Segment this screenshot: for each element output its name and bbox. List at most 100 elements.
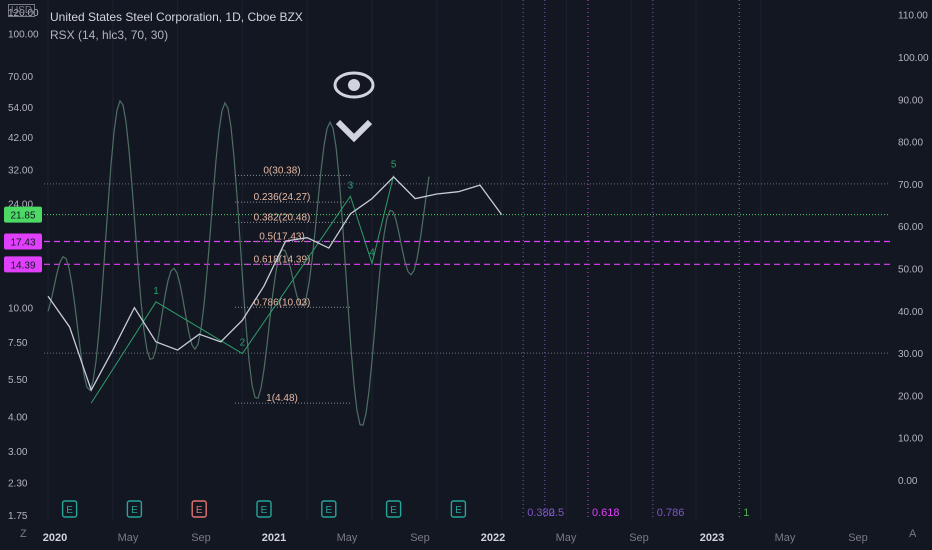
earnings-icon xyxy=(61,500,78,518)
wave-label: 2 xyxy=(240,338,246,349)
time-fib-label: 0.5 xyxy=(549,507,564,519)
time-axis-tick: May xyxy=(337,532,358,544)
left-axis-tick: 1.75 xyxy=(8,511,28,522)
right-axis-tick: 90.00 xyxy=(898,95,923,106)
time-axis-tick: Sep xyxy=(191,532,211,544)
time-fib-label: 0.786 xyxy=(657,507,685,519)
earnings-icon xyxy=(385,500,402,518)
earnings-letter: E xyxy=(131,505,138,516)
price-tags: 21.85 17.43 14.39 xyxy=(4,206,42,273)
earnings-letter: E xyxy=(325,505,332,516)
left-axis-tick: 10.00 xyxy=(8,304,33,315)
fib-level-label: 0(30.38) xyxy=(263,165,300,176)
right-axis-tick: 70.00 xyxy=(898,180,923,191)
left-axis-tick: 32.00 xyxy=(8,165,33,176)
left-axis-tick: 54.00 xyxy=(8,103,33,114)
right-axis-tick: 40.00 xyxy=(898,307,923,318)
eye-marker xyxy=(333,71,375,143)
fib-level-label: 0.786(10.03) xyxy=(254,297,311,308)
right-axis-tick: 30.00 xyxy=(898,349,923,360)
elliott-waves: 1 2 3 4 5 xyxy=(90,159,397,404)
time-axis-tick: 2022 xyxy=(481,532,505,544)
price-tag-label: 21.85 xyxy=(10,211,35,222)
left-axis-tick: 4.00 xyxy=(8,413,28,424)
price-tag-bg xyxy=(4,233,42,250)
wave-label: 3 xyxy=(348,180,354,191)
eye-icon xyxy=(333,71,375,99)
time-axis: 2020 May Sep 2021 May Sep 2022 May Sep 2023 May Sep xyxy=(43,532,868,544)
rsx-series xyxy=(47,99,430,426)
price-tag-label: 14.39 xyxy=(10,260,35,271)
right-rsx-axis: 110.00 100.00 90.00 80.00 70.00 60.00 50.00 40.… xyxy=(898,11,929,487)
time-fib-label: 0.618 xyxy=(592,507,620,519)
fib-retracement: 0(30.38) 0.236(24.27) 0.382(20.48) 0.5(17.4… xyxy=(235,165,352,404)
time-axis-tick: Sep xyxy=(848,532,868,544)
wave-path xyxy=(90,175,395,404)
earnings-letter: E xyxy=(196,505,203,516)
left-axis-tick: 5.50 xyxy=(8,375,28,386)
time-axis-tick: Sep xyxy=(629,532,649,544)
time-fib-label: 0.382 xyxy=(527,507,555,519)
auto-scale-button[interactable]: A xyxy=(909,528,917,540)
rsx-line xyxy=(47,99,430,426)
right-axis-tick: 80.00 xyxy=(898,138,923,149)
fib-level-label: 0.382(20.48) xyxy=(254,212,311,223)
fib-level-label: 0.5(17.43) xyxy=(259,232,305,243)
price-series xyxy=(47,176,503,392)
time-axis-tick: 2021 xyxy=(262,532,286,544)
right-axis-tick: 110.00 xyxy=(898,11,928,22)
earnings-letter: E xyxy=(455,505,462,516)
right-axis-tick: 0.00 xyxy=(898,476,918,487)
horizontal-levels xyxy=(44,183,890,354)
zoom-z-button[interactable]: Z xyxy=(20,528,27,540)
price-tag-bg xyxy=(4,256,42,273)
earnings-icon xyxy=(321,500,337,518)
left-axis-tick: 70.00 xyxy=(8,72,33,83)
earnings-letter: E xyxy=(390,505,397,516)
price-line xyxy=(47,176,503,392)
currency-label: USD xyxy=(8,4,36,17)
chart-legend: United States Steel Corporation, 1D, Cbo… xyxy=(50,8,303,44)
price-tag-label: 17.43 xyxy=(10,238,35,249)
symbol-title: United States Steel Corporation, 1D, Cbo… xyxy=(50,10,303,24)
fib-level-label: 0.236(24.27) xyxy=(254,192,311,203)
right-axis-tick: 20.00 xyxy=(898,391,923,402)
time-axis-tick: May xyxy=(775,532,796,544)
left-axis-tick: 100.00 xyxy=(8,30,39,41)
left-axis-tick: 42.00 xyxy=(8,133,33,144)
right-axis-tick: 10.00 xyxy=(898,434,923,445)
fib-level-label: 1(4.48) xyxy=(266,393,298,404)
price-tag-bg xyxy=(4,206,42,223)
wave-label: 5 xyxy=(391,159,397,170)
time-fib-label: 1 xyxy=(743,507,749,519)
right-axis-tick: 50.00 xyxy=(898,265,923,276)
left-axis-tick: 24.00 xyxy=(8,199,33,210)
indicator-label: RSX (14, hlc3, 70, 30) xyxy=(50,28,169,42)
fib-level-label: 0.618(14.39) xyxy=(254,254,311,265)
earnings-letter: E xyxy=(261,505,268,516)
time-axis-tick: May xyxy=(118,532,139,544)
chevron-down-icon xyxy=(335,119,373,143)
time-axis-tick: 2020 xyxy=(43,532,67,544)
right-axis-tick: 100.00 xyxy=(898,53,929,64)
time-axis-tick: May xyxy=(556,532,577,544)
right-axis-tick: 60.00 xyxy=(898,222,923,233)
earnings-icon xyxy=(126,500,143,518)
left-price-axis: 120.00 100.00 70.00 54.00 42.00 32.00 24.00 10.… xyxy=(8,8,39,522)
earnings-letter: E xyxy=(66,505,73,516)
left-axis-tick: 3.00 xyxy=(8,447,28,458)
wave-label: 1 xyxy=(153,286,159,297)
earnings-icon xyxy=(256,500,272,518)
left-axis-tick: 2.30 xyxy=(8,478,28,489)
time-axis-tick: Sep xyxy=(410,532,430,544)
eye-pupil-icon xyxy=(348,79,360,91)
earnings-icon xyxy=(191,500,207,518)
left-axis-tick: 120.00 xyxy=(8,8,39,19)
earnings-icon xyxy=(450,500,467,518)
wave-label: 4 xyxy=(369,247,375,258)
left-axis-tick: 7.50 xyxy=(8,338,28,349)
time-axis-tick: 2023 xyxy=(700,532,724,544)
